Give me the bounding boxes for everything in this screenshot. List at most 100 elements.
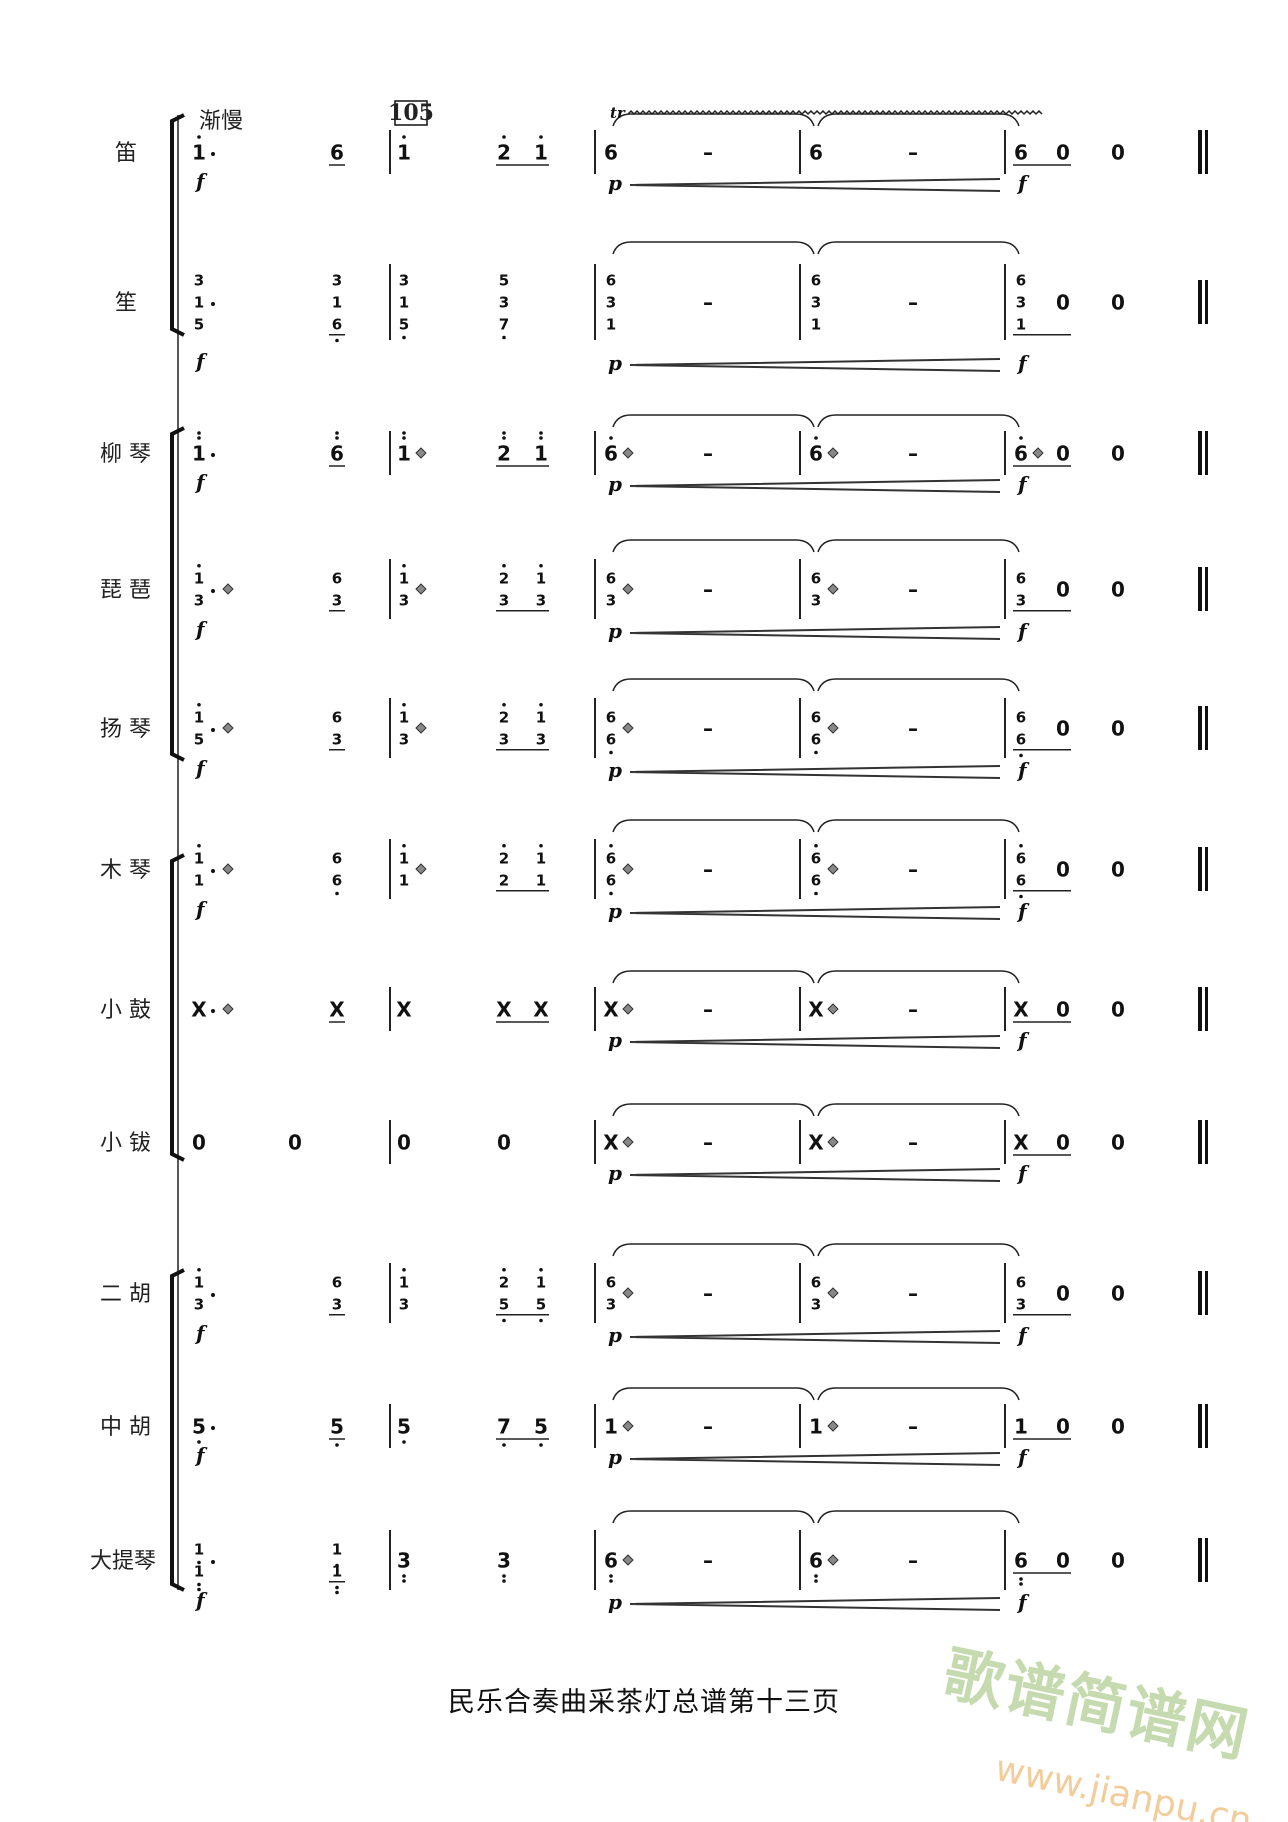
octave-dot-above xyxy=(539,135,543,139)
dash-sustain: – xyxy=(908,291,918,315)
tie-slur xyxy=(612,414,815,428)
note: 6 xyxy=(606,570,616,588)
dash-sustain: – xyxy=(908,1131,918,1155)
note: 3 xyxy=(1016,294,1026,312)
page-footer: 民乐合奏曲采茶灯总谱第十三页 xyxy=(448,1687,840,1718)
note: 3 xyxy=(606,1296,616,1314)
note: 6 xyxy=(1014,141,1028,165)
tremolo-mark xyxy=(222,583,234,595)
note: X xyxy=(533,998,549,1022)
octave-dot-above xyxy=(502,436,506,440)
note: 1 xyxy=(399,872,409,890)
note: 3 xyxy=(811,592,821,610)
note: 1 xyxy=(399,294,409,312)
augmentation-dot xyxy=(211,1009,215,1013)
octave-dot-above xyxy=(539,563,543,568)
octave-dot-below xyxy=(402,1440,406,1444)
tie-slur xyxy=(817,1103,1020,1117)
note: 3 xyxy=(536,592,546,610)
octave-dot-above xyxy=(197,843,201,848)
rest: 0 xyxy=(288,1131,302,1155)
tremolo-mark xyxy=(827,1136,839,1148)
tremolo-mark xyxy=(622,1003,634,1015)
octave-dot-above xyxy=(502,702,506,707)
note: 1 xyxy=(194,850,204,868)
dynamic-marking: f xyxy=(1016,351,1030,375)
note: 6 xyxy=(332,872,342,890)
tremolo-mark xyxy=(415,447,427,459)
note: X xyxy=(329,998,345,1022)
tremolo-mark xyxy=(827,1420,839,1432)
dash-sustain: – xyxy=(703,1549,713,1573)
dash-sustain: – xyxy=(703,578,713,602)
dynamic-marking: p xyxy=(608,1161,622,1185)
octave-dot-below xyxy=(335,1585,339,1590)
octave-dot-above xyxy=(539,436,543,440)
octave-dot-above xyxy=(539,1267,543,1272)
octave-dot-above xyxy=(335,436,339,440)
dynamic-marking: f xyxy=(194,1443,208,1467)
octave-dot-below xyxy=(609,750,613,755)
note: 1 xyxy=(606,316,616,334)
note: 3 xyxy=(497,1549,511,1573)
tie-slur xyxy=(817,414,1020,428)
dynamic-marking: f xyxy=(1016,1445,1030,1469)
bracket xyxy=(170,113,185,337)
octave-dot-below xyxy=(402,1579,406,1583)
note: 3 xyxy=(499,592,509,610)
tie-slur xyxy=(612,1510,815,1524)
octave-dot-below xyxy=(402,335,406,340)
dynamic-marking: f xyxy=(194,1321,208,1345)
rest: 0 xyxy=(1056,717,1070,741)
augmentation-dot xyxy=(211,1560,215,1564)
crescendo-hairpin xyxy=(629,626,1001,640)
augmentation-dot xyxy=(211,1426,215,1430)
octave-dot-below xyxy=(502,1579,506,1583)
tie-slur xyxy=(817,1510,1020,1524)
final-barline-thick xyxy=(1198,130,1202,174)
tie-slur xyxy=(817,1387,1020,1401)
note: 3 xyxy=(606,592,616,610)
note: 1 xyxy=(194,294,204,312)
tremolo-mark xyxy=(827,722,839,734)
note: 5 xyxy=(499,1296,509,1314)
note: 1 xyxy=(332,1541,342,1559)
tie-slur xyxy=(612,241,815,255)
augmentation-dot xyxy=(211,152,215,156)
note: 6 xyxy=(332,316,342,334)
crescendo-hairpin xyxy=(629,1168,1001,1182)
octave-dot-above xyxy=(502,135,506,139)
note: 1 xyxy=(194,709,204,727)
final-barline-thick xyxy=(1198,1404,1202,1448)
note: 5 xyxy=(192,1415,206,1439)
note: 3 xyxy=(194,592,204,610)
note: 5 xyxy=(397,1415,411,1439)
trill-wavy-line xyxy=(627,109,1043,116)
note: X xyxy=(603,998,619,1022)
note: 1 xyxy=(534,141,548,165)
rest: 0 xyxy=(192,1131,206,1155)
octave-dot-above xyxy=(402,436,406,440)
note: 1 xyxy=(536,1274,546,1292)
dynamic-marking: p xyxy=(608,1323,622,1347)
tie-slur xyxy=(817,678,1020,692)
crescendo-hairpin xyxy=(629,1035,1001,1049)
final-barline xyxy=(1205,1404,1208,1448)
note: 1 xyxy=(1016,316,1026,334)
note: 1 xyxy=(194,1274,204,1292)
note: 6 xyxy=(811,709,821,727)
note: 3 xyxy=(811,1296,821,1314)
final-barline-thick xyxy=(1198,567,1202,611)
dynamic-marking: f xyxy=(1016,1590,1030,1614)
octave-dot-below xyxy=(197,1560,201,1565)
octave-dot-below xyxy=(539,1318,543,1323)
note: 3 xyxy=(194,1296,204,1314)
note: 6 xyxy=(606,872,616,890)
octave-dot-below xyxy=(335,1443,339,1447)
note: X xyxy=(808,1131,824,1155)
note: 1 xyxy=(604,1415,618,1439)
note: 3 xyxy=(1016,592,1026,610)
dynamic-marking: p xyxy=(608,899,622,923)
dash-sustain: – xyxy=(703,141,713,165)
rest: 0 xyxy=(1111,578,1125,602)
